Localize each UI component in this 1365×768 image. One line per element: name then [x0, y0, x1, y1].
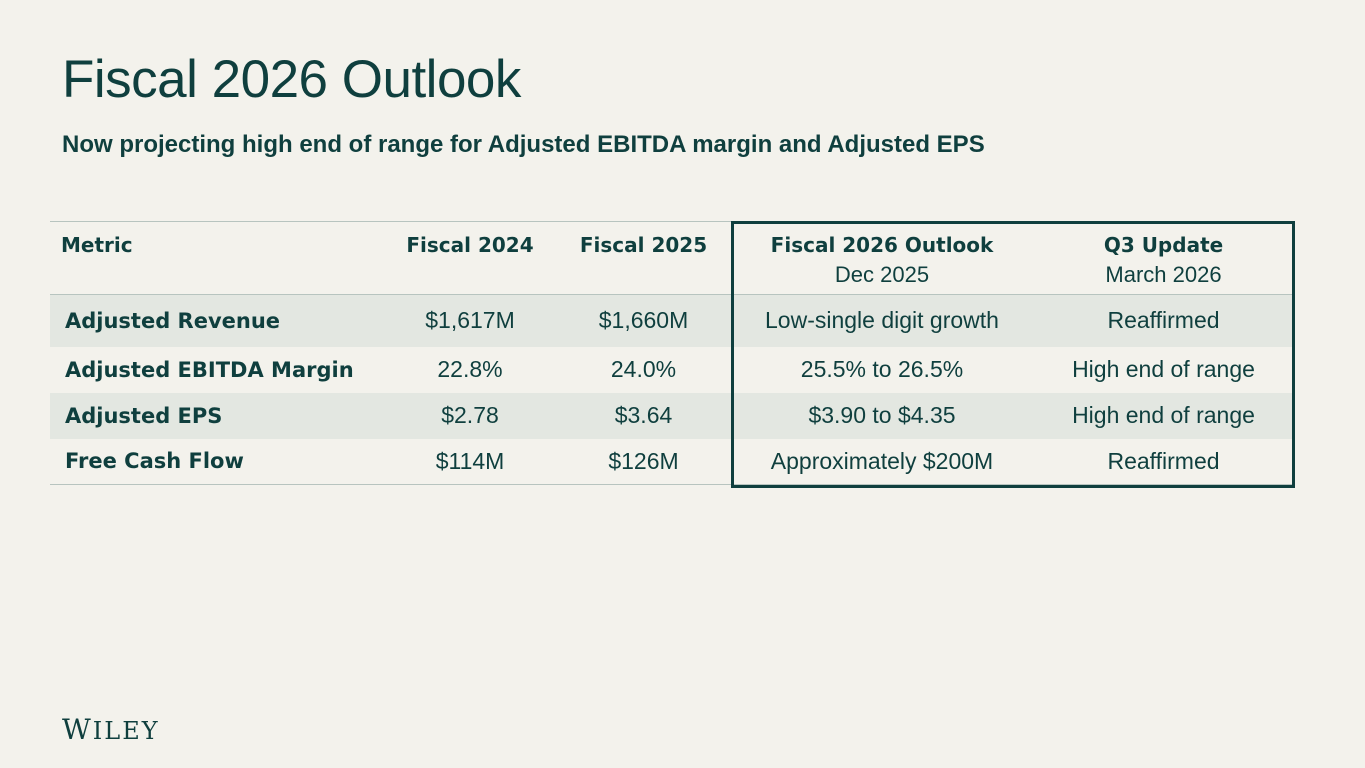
- header-fiscal-2026-date: Dec 2025: [834, 262, 930, 287]
- header-fiscal-2025: Fiscal 2025: [555, 221, 732, 295]
- table-row-adjusted-revenue: Adjusted Revenue $1,617M $1,660M Low-sin…: [50, 294, 1295, 347]
- metric-label: Adjusted EPS: [65, 403, 223, 428]
- q3-update-value: Reaffirmed: [1032, 438, 1295, 485]
- table-row-adjusted-ebitda-margin: Adjusted EBITDA Margin 22.8% 24.0% 25.5%…: [50, 347, 1295, 393]
- fiscal-2026-outlook-value: Approximately $200M: [732, 438, 1032, 485]
- header-q3-update: Q3 Update March 2026: [1032, 221, 1295, 295]
- fiscal-2024-value: $1,617M: [425, 307, 515, 334]
- fiscal-2025-value: $3.64: [614, 402, 673, 428]
- slide-subtitle: Now projecting high end of range for Adj…: [62, 131, 985, 158]
- header-fiscal-2026-title: Fiscal 2026 Outlook: [770, 233, 994, 257]
- fiscal-2025-value: $126M: [555, 438, 732, 485]
- fiscal-2025-value: $1,660M: [598, 307, 689, 334]
- metric-label: Free Cash Flow: [50, 438, 385, 485]
- header-q3-date: March 2026: [1105, 262, 1222, 287]
- q3-update-value: Reaffirmed: [1107, 307, 1220, 334]
- fiscal-2024-value: $114M: [385, 438, 555, 485]
- fiscal-2026-outlook-value: 25.5% to 26.5%: [800, 356, 964, 382]
- fiscal-2024-value: 22.8%: [437, 356, 503, 382]
- table-row-adjusted-eps: Adjusted EPS $2.78 $3.64 $3.90 to $4.35 …: [50, 392, 1295, 439]
- slide-title: Fiscal 2026 Outlook: [62, 50, 521, 109]
- metric-label: Adjusted EBITDA Margin: [65, 357, 354, 382]
- fiscal-2026-outlook-value: Low-single digit growth: [765, 307, 999, 334]
- table-row-free-cash-flow: Free Cash Flow $114M $126M Approximately…: [50, 438, 1295, 485]
- table-header-row: Metric Fiscal 2024 Fiscal 2025 Fiscal 20…: [50, 221, 1295, 295]
- q3-update-value: High end of range: [1072, 356, 1255, 382]
- header-fiscal-2024: Fiscal 2024: [385, 221, 555, 295]
- fiscal-2026-outlook-value: $3.90 to $4.35: [808, 402, 956, 428]
- header-fiscal-2026-outlook: Fiscal 2026 Outlook Dec 2025: [732, 221, 1032, 295]
- outlook-table-container: Metric Fiscal 2024 Fiscal 2025 Fiscal 20…: [50, 221, 1295, 485]
- fiscal-2024-value: $2.78: [441, 402, 499, 428]
- fiscal-2025-value: 24.0%: [610, 356, 677, 382]
- metric-label: Adjusted Revenue: [65, 308, 281, 333]
- header-q3-title: Q3 Update: [1103, 233, 1224, 257]
- q3-update-value: High end of range: [1072, 402, 1255, 428]
- outlook-table: Metric Fiscal 2024 Fiscal 2025 Fiscal 20…: [50, 221, 1295, 485]
- header-metric: Metric: [50, 221, 385, 295]
- wiley-logo: WILEY: [62, 713, 160, 746]
